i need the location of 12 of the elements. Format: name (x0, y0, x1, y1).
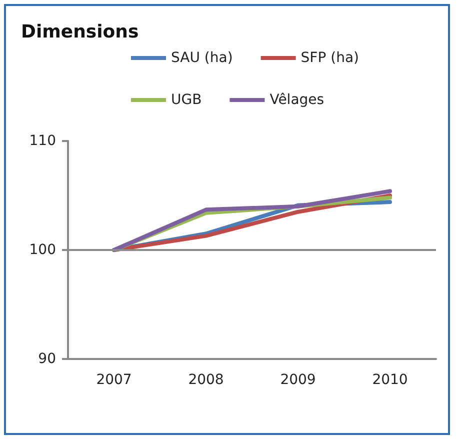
x-tick-label: 2007 (96, 372, 132, 388)
legend-label: UGB (171, 92, 202, 108)
y-tick-label: 100 (29, 242, 56, 258)
x-tick-label: 2008 (188, 372, 224, 388)
legend-label: Vêlages (270, 92, 324, 108)
legend-label: SFP (ha) (300, 50, 360, 66)
chart-title: Dimensions (21, 22, 139, 42)
y-tick-label: 90 (38, 351, 56, 367)
y-tick-label: 110 (29, 133, 56, 149)
x-tick-label: 2010 (372, 372, 408, 388)
x-tick-label: 2009 (280, 372, 316, 388)
legend-label: SAU (ha) (171, 50, 233, 66)
